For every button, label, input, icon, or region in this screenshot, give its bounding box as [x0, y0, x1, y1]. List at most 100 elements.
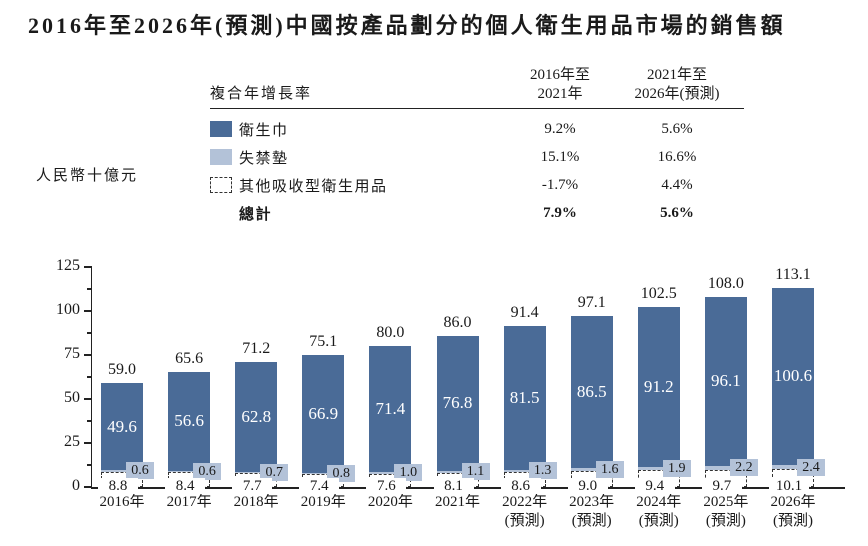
- total-value-label: 71.2: [242, 339, 271, 357]
- y-major-tick: [84, 398, 92, 400]
- segment-sanitary-napkin: [503, 326, 546, 470]
- category-label: 2024年 (預測): [636, 494, 682, 529]
- category-label: 2026年 (預測): [770, 494, 816, 529]
- sanitary-napkin-value-label: 91.2: [643, 376, 674, 396]
- category-label: 2023年 (預測): [569, 494, 615, 529]
- legend-row-incontinence-pad: 失禁墊 15.1% 16.6%: [210, 143, 744, 171]
- segment-sanitary-napkin: [704, 296, 747, 467]
- incontinence-pad-value-label: 1.1: [461, 463, 490, 481]
- total-value-label: 65.6: [175, 349, 204, 367]
- segment-incontinence-pad: [369, 471, 412, 474]
- cagr-value: 5.6%: [660, 204, 694, 221]
- y-major-tick: [84, 310, 92, 312]
- cagr-table-header: 複合年增長率 2016年至 2021年 2021年至 2026年(預測): [210, 66, 744, 109]
- incontinence-pad-swatch-icon: [210, 149, 232, 165]
- y-minor-tick: [87, 464, 92, 466]
- legend-row-total: 總計 7.9% 5.6%: [210, 199, 744, 227]
- legend-row-sanitary-napkin: 衛生巾 9.2% 5.6%: [210, 115, 744, 143]
- segment-sanitary-napkin: [302, 354, 345, 473]
- y-tick-label: 0: [72, 477, 80, 494]
- legend-label: 失禁墊: [239, 150, 289, 167]
- chart-title: 2016年至2026年(預測)中國按產品劃分的個人衛生用品市場的銷售額: [28, 13, 786, 38]
- cagr-value: 4.4%: [661, 176, 693, 193]
- segment-incontinence-pad: [704, 466, 747, 470]
- cagr-col-header-2021-2026: 2021年至 2026年(預測): [634, 67, 720, 102]
- category-label: 2021年: [434, 494, 480, 510]
- total-value-label: 75.1: [309, 332, 338, 350]
- legend-row-other-absorbent: 其他吸收型衛生用品 -1.7% 4.4%: [210, 171, 744, 199]
- other-absorbent-value-label: 9.4: [634, 478, 675, 494]
- total-value-label: 86.0: [443, 313, 472, 331]
- other-absorbent-value-label: 7.4: [299, 478, 340, 494]
- segment-sanitary-napkin: [772, 287, 814, 465]
- y-tick-label: 125: [56, 257, 80, 274]
- y-tick-label: 75: [64, 345, 80, 362]
- incontinence-pad-value-label: 2.2: [729, 459, 758, 477]
- total-value-label: 113.1: [775, 265, 811, 283]
- incontinence-pad-value-label: 1.0: [394, 464, 423, 482]
- y-tick-label: 50: [64, 389, 80, 406]
- segment-sanitary-napkin: [168, 371, 211, 472]
- legend-label: 總計: [239, 206, 273, 223]
- cagr-value: 16.6%: [657, 148, 697, 165]
- y-axis-unit-label: 人民幣十億元: [36, 168, 139, 184]
- y-minor-tick: [87, 288, 92, 290]
- segment-incontinence-pad: [168, 471, 211, 473]
- sanitary-napkin-value-label: 66.9: [308, 403, 339, 423]
- y-minor-tick: [87, 420, 92, 422]
- y-minor-tick: [87, 332, 92, 334]
- other-absorbent-value-label: 8.1: [433, 478, 474, 494]
- incontinence-pad-value-label: 2.4: [797, 458, 825, 476]
- cagr-value: 15.1%: [540, 148, 580, 165]
- incontinence-pad-value-label: 1.3: [528, 462, 557, 480]
- sanitary-napkin-swatch-icon: [210, 121, 232, 137]
- cagr-value: 9.2%: [544, 120, 576, 137]
- incontinence-pad-value-label: 1.9: [662, 460, 691, 478]
- category-label: 2020年: [367, 494, 413, 510]
- total-value-label: 80.0: [376, 324, 405, 342]
- sanitary-napkin-value-label: 62.8: [241, 406, 272, 426]
- y-major-tick: [84, 442, 92, 444]
- segment-incontinence-pad: [772, 465, 814, 470]
- other-absorbent-value-label: 9.0: [567, 478, 608, 494]
- sanitary-napkin-value-label: 86.5: [576, 382, 607, 402]
- other-absorbent-value-label: 8.8: [98, 478, 138, 494]
- segment-sanitary-napkin: [436, 335, 479, 471]
- other-absorbent-value-label: 8.6: [500, 478, 541, 494]
- cagr-value: -1.7%: [541, 176, 579, 193]
- other-absorbent-value-label: 10.1: [769, 478, 809, 494]
- y-major-tick: [84, 354, 92, 356]
- segment-sanitary-napkin: [570, 316, 613, 469]
- y-tick-label: 100: [56, 301, 80, 318]
- y-axis: [90, 267, 92, 489]
- segment-sanitary-napkin: [101, 383, 143, 471]
- segment-incontinence-pad: [101, 470, 143, 472]
- y-major-tick: [84, 266, 92, 268]
- other-absorbent-value-label: 8.4: [165, 478, 206, 494]
- category-label: 2025年 (預測): [703, 494, 749, 529]
- sanitary-napkin-value-label: 96.1: [711, 371, 741, 391]
- segment-incontinence-pad: [302, 472, 345, 474]
- segment-sanitary-napkin: [369, 346, 412, 472]
- total-value-label: 102.5: [640, 284, 677, 302]
- other-absorbent-value-label: 7.6: [366, 478, 407, 494]
- y-tick-label: 25: [64, 433, 80, 450]
- incontinence-pad-value-label: 0.6: [193, 463, 222, 481]
- cagr-value: 7.9%: [543, 204, 577, 221]
- cagr-col-header-2016-2021: 2016年至 2021年: [529, 67, 590, 102]
- other-absorbent-value-label: 9.7: [701, 478, 742, 494]
- cagr-table-rows: 衛生巾 9.2% 5.6% 失禁墊 15.1% 16.6% 其他吸收型衛生用品 …: [210, 109, 744, 227]
- category-label: 2016年: [99, 494, 145, 510]
- incontinence-pad-value-label: 0.7: [260, 464, 289, 482]
- category-label: 2019年: [300, 494, 346, 510]
- total-value-label: 59.0: [108, 361, 136, 379]
- segment-incontinence-pad: [570, 468, 613, 472]
- segment-incontinence-pad: [637, 467, 680, 471]
- cagr-legend-table: 複合年增長率 2016年至 2021年 2021年至 2026年(預測) 衛生巾…: [210, 66, 744, 227]
- sanitary-napkin-value-label: 56.6: [174, 411, 204, 431]
- segment-incontinence-pad: [436, 470, 479, 473]
- incontinence-pad-value-label: 0.8: [327, 464, 356, 482]
- segment-incontinence-pad: [235, 472, 278, 474]
